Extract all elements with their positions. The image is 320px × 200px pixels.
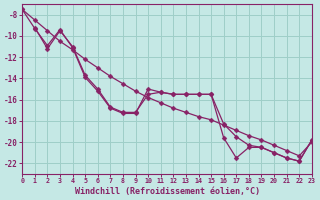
X-axis label: Windchill (Refroidissement éolien,°C): Windchill (Refroidissement éolien,°C) — [75, 187, 260, 196]
